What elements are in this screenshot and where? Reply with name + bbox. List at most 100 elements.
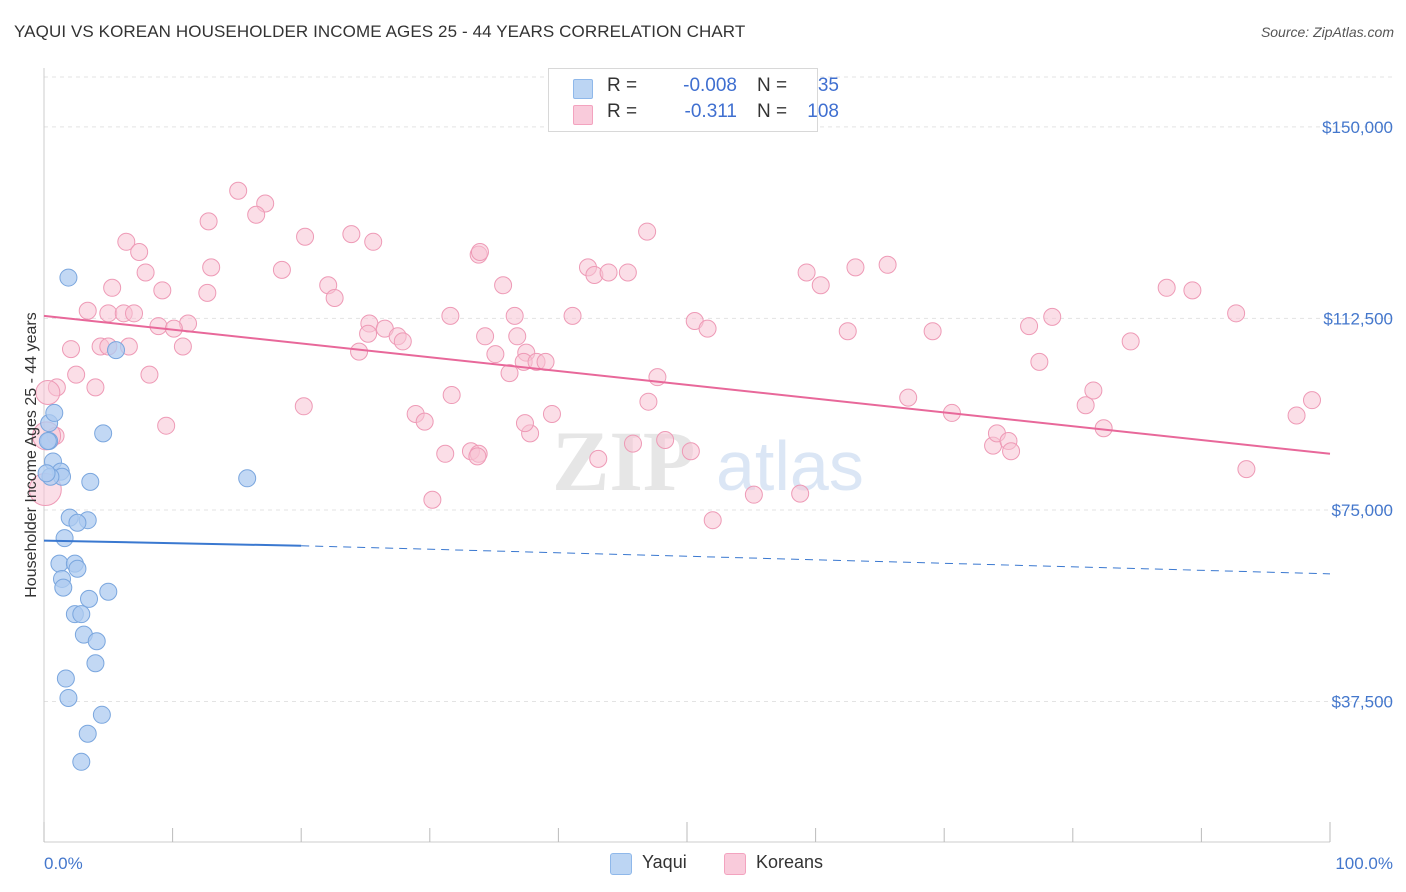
y-axis-label: Householder Income Ages 25 - 44 years xyxy=(23,312,40,598)
yaqui-point xyxy=(81,472,100,491)
korean-point xyxy=(899,388,918,407)
korean-point xyxy=(1227,304,1246,323)
korean-point xyxy=(140,365,159,384)
korean-point xyxy=(1237,460,1256,479)
korean-point xyxy=(99,304,118,323)
y-tick-label: $75,000 xyxy=(1332,501,1393,520)
yaqui-point xyxy=(37,464,56,483)
korean-point xyxy=(791,484,810,503)
yaqui-trend-extension xyxy=(301,545,1331,575)
yaqui-point xyxy=(72,752,91,771)
yaqui-point xyxy=(87,632,106,651)
korean-point xyxy=(350,342,369,361)
bottom-legend-swatch-koreans xyxy=(724,853,746,875)
watermark-atlas: atlas xyxy=(716,427,864,505)
watermark: ZIP atlas xyxy=(552,413,864,509)
korean-point xyxy=(515,414,534,433)
y-tick-label: $37,500 xyxy=(1332,693,1393,712)
korean-point xyxy=(441,306,460,325)
korean-point xyxy=(78,301,97,320)
korean-point xyxy=(681,442,700,461)
korean-point xyxy=(442,386,461,405)
korean-point xyxy=(415,412,434,431)
correlation-legend: R = -0.008 N = 35 R = -0.311 N = 108 xyxy=(548,68,839,132)
korean-point xyxy=(589,449,608,468)
legend-n-value-koreans: 108 xyxy=(807,101,839,122)
korean-point xyxy=(1121,332,1140,351)
yaqui-point xyxy=(38,432,57,451)
korean-point xyxy=(838,322,857,341)
yaqui-point xyxy=(55,529,74,548)
x-tick-label-max: 100.0% xyxy=(1335,854,1393,873)
korean-points xyxy=(28,181,1321,530)
yaqui-points xyxy=(37,268,257,771)
korean-point xyxy=(508,327,527,346)
y-tick-label: $112,500 xyxy=(1323,309,1393,328)
legend-n-label: N = xyxy=(757,75,788,96)
korean-point xyxy=(468,447,487,466)
korean-point xyxy=(173,337,192,356)
yaqui-point xyxy=(99,582,118,601)
korean-point xyxy=(272,260,291,279)
korean-point xyxy=(878,255,897,274)
korean-point xyxy=(294,397,313,416)
korean-point xyxy=(703,511,722,530)
korean-point xyxy=(136,263,155,282)
korean-point xyxy=(1030,352,1049,371)
korean-point xyxy=(470,243,489,262)
legend-r-label: R = xyxy=(607,75,638,96)
korean-point xyxy=(342,225,361,244)
korean-point xyxy=(247,205,266,224)
yaqui-point xyxy=(94,424,113,443)
bottom-legend-swatch-yaqui xyxy=(610,853,632,875)
korean-point xyxy=(563,306,582,325)
yaqui-point xyxy=(68,559,87,578)
korean-point xyxy=(153,281,172,300)
korean-point xyxy=(296,227,315,246)
korean-point xyxy=(199,212,218,231)
korean-point xyxy=(486,345,505,364)
yaqui-point xyxy=(72,605,91,624)
korean-point xyxy=(149,317,168,336)
korean-point xyxy=(1002,442,1021,461)
korean-point xyxy=(1302,391,1321,410)
korean-point xyxy=(62,340,81,359)
korean-point xyxy=(1084,381,1103,400)
yaqui-point xyxy=(59,268,78,287)
korean-point xyxy=(364,232,383,251)
yaqui-point xyxy=(50,554,69,573)
legend-n-value-yaqui: 35 xyxy=(817,75,839,96)
korean-point xyxy=(542,404,561,423)
bottom-legend-label-yaqui: Yaqui xyxy=(642,852,687,872)
source-label: Source: ZipAtlas.com xyxy=(1260,24,1394,40)
korean-point xyxy=(623,434,642,453)
korean-point xyxy=(1020,317,1039,336)
yaqui-trend-line xyxy=(43,539,302,547)
korean-point xyxy=(423,490,442,509)
korean-point xyxy=(202,258,221,277)
korean-point xyxy=(359,324,378,343)
korean-point xyxy=(811,276,830,295)
korean-point xyxy=(393,332,412,351)
korean-point xyxy=(325,288,344,307)
korean-point xyxy=(656,431,675,450)
yaqui-point xyxy=(59,688,78,707)
korean-point xyxy=(198,283,217,302)
trend-lines xyxy=(43,314,1331,575)
yaqui-point xyxy=(107,341,126,360)
korean-point xyxy=(618,263,637,282)
korean-point xyxy=(103,278,122,297)
legend-swatch-yaqui xyxy=(573,79,593,99)
legend-n-label: N = xyxy=(757,101,788,122)
legend-swatch-koreans xyxy=(573,105,593,125)
korean-point xyxy=(599,263,618,282)
korean-point xyxy=(638,222,657,241)
yaqui-point xyxy=(92,705,111,724)
korean-point xyxy=(923,322,942,341)
korean-point xyxy=(536,352,555,371)
legend-r-value-koreans: -0.311 xyxy=(684,101,737,122)
korean-point xyxy=(476,327,495,346)
korean-point xyxy=(797,263,816,282)
korean-point xyxy=(846,258,865,277)
